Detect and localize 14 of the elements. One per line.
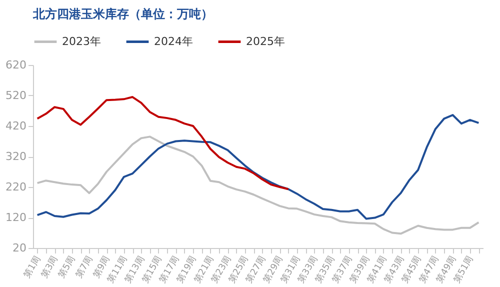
y-tick-label: 620: [6, 58, 26, 72]
y-tick-label: 320: [6, 150, 26, 163]
y-tick-label: 120: [6, 211, 26, 224]
legend-label: 2024年: [154, 34, 193, 48]
line-series: [36, 136, 480, 235]
y-tick-label: 220: [6, 180, 26, 194]
legend-label: 2025年: [246, 34, 285, 48]
line-series: [36, 96, 290, 190]
legend-label: 2023年: [62, 34, 101, 48]
y-tick-label: 420: [6, 120, 26, 132]
chart-title: 北方四港玉米库存（单位：万吨）: [32, 7, 213, 21]
line-series: [36, 114, 480, 220]
y-tick-label: 520: [6, 89, 26, 102]
y-tick-label: 20: [12, 242, 26, 254]
